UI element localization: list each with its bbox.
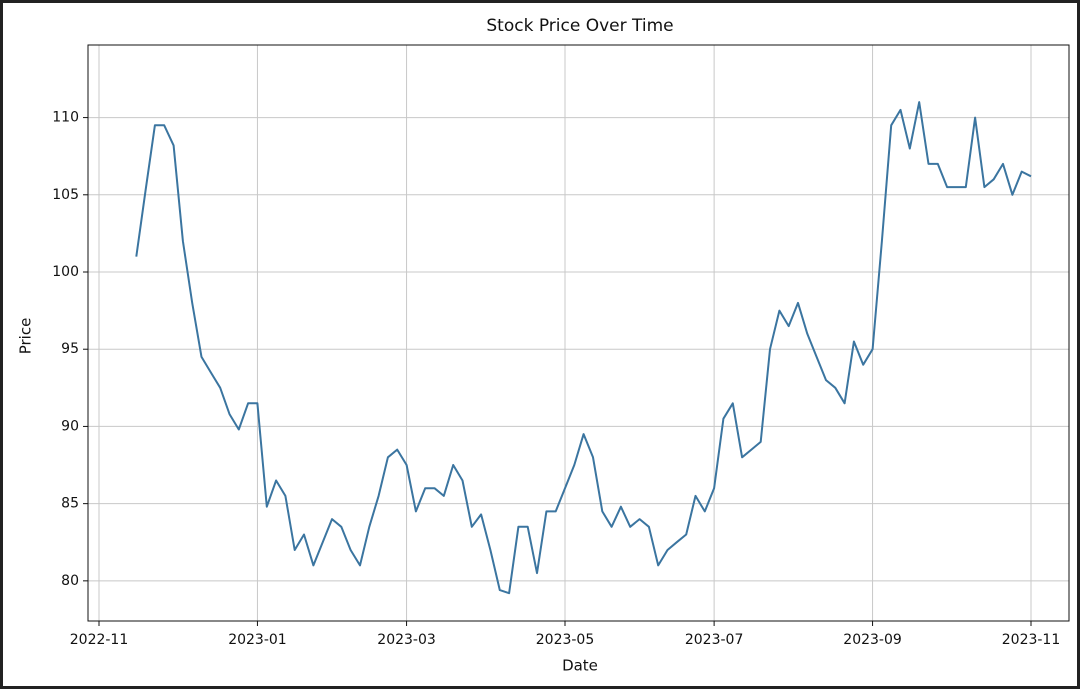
y-axis-label: Price [17,318,35,355]
y-tick-label: 105 [52,187,79,203]
chart-title: Stock Price Over Time [486,16,673,36]
x-tick-label: 2023-01 [228,632,287,648]
y-tick-label: 80 [61,573,79,589]
x-tick-label: 2023-09 [843,632,902,648]
x-tick-label: 2023-05 [536,632,595,648]
x-tick-label: 2023-11 [1002,632,1061,648]
y-tick-label: 90 [61,418,79,434]
y-tick-label: 85 [61,496,79,512]
x-tick-label: 2023-07 [685,632,744,648]
plot-frame [87,44,1070,622]
y-tick-label: 110 [52,110,79,126]
x-tick-label: 2022-11 [70,632,129,648]
y-tick-label: 100 [52,264,79,280]
x-axis-label: Date [562,657,598,675]
x-tick-label: 2023-03 [377,632,436,648]
y-tick-label: 95 [61,341,79,357]
price-line [135,101,1032,595]
